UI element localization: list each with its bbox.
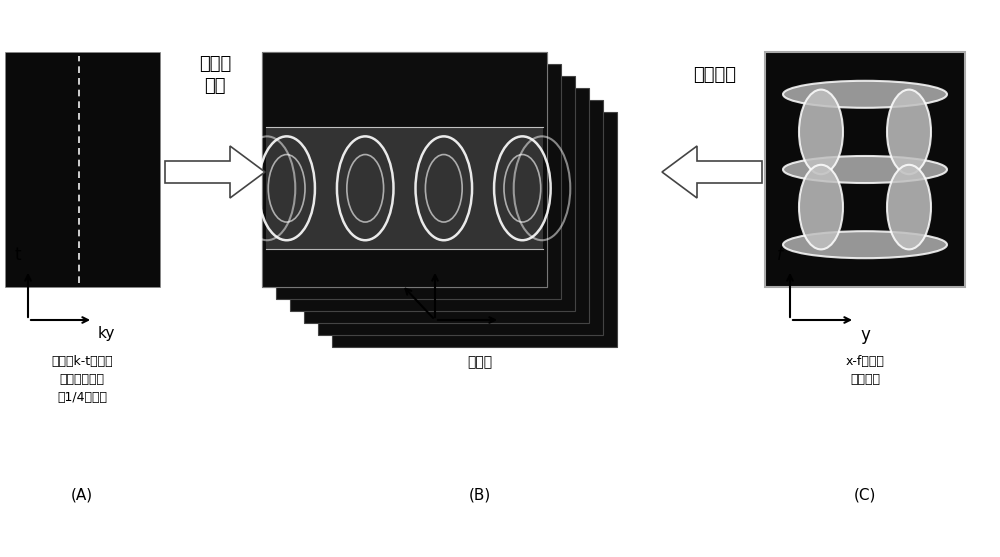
- Text: y: y: [860, 326, 870, 344]
- Bar: [262, 52, 547, 287]
- Bar: [276, 64, 561, 299]
- Bar: [318, 100, 603, 335]
- Ellipse shape: [783, 156, 947, 183]
- Bar: [5, 52, 160, 287]
- Ellipse shape: [887, 165, 931, 250]
- Ellipse shape: [783, 81, 947, 108]
- Text: 重建帧: 重建帧: [467, 355, 493, 369]
- Bar: [266, 127, 543, 250]
- Text: 线性变换: 线性变换: [694, 66, 736, 84]
- Text: (C): (C): [854, 487, 876, 502]
- Polygon shape: [165, 146, 265, 198]
- Text: (A): (A): [71, 487, 93, 502]
- Text: 傅里叶
变换: 傅里叶 变换: [199, 55, 231, 95]
- Text: f: f: [777, 246, 783, 264]
- Bar: [304, 88, 589, 323]
- Ellipse shape: [799, 165, 843, 250]
- Bar: [332, 112, 617, 347]
- Text: ky: ky: [98, 326, 115, 341]
- Ellipse shape: [799, 90, 843, 174]
- Text: 配置于k-t空间的
时间序列数据
（1/4采样）: 配置于k-t空间的 时间序列数据 （1/4采样）: [51, 355, 113, 404]
- Text: y: y: [505, 326, 515, 344]
- Ellipse shape: [783, 231, 947, 258]
- Bar: [262, 52, 547, 287]
- Ellipse shape: [887, 90, 931, 174]
- Text: t: t: [15, 246, 21, 264]
- Text: t: t: [386, 262, 393, 280]
- Bar: [290, 76, 575, 311]
- Text: x: x: [437, 246, 447, 264]
- Polygon shape: [662, 146, 762, 198]
- Bar: [765, 52, 965, 287]
- Text: (B): (B): [469, 487, 491, 502]
- Text: x-f空间的
频谱数据: x-f空间的 频谱数据: [846, 355, 884, 386]
